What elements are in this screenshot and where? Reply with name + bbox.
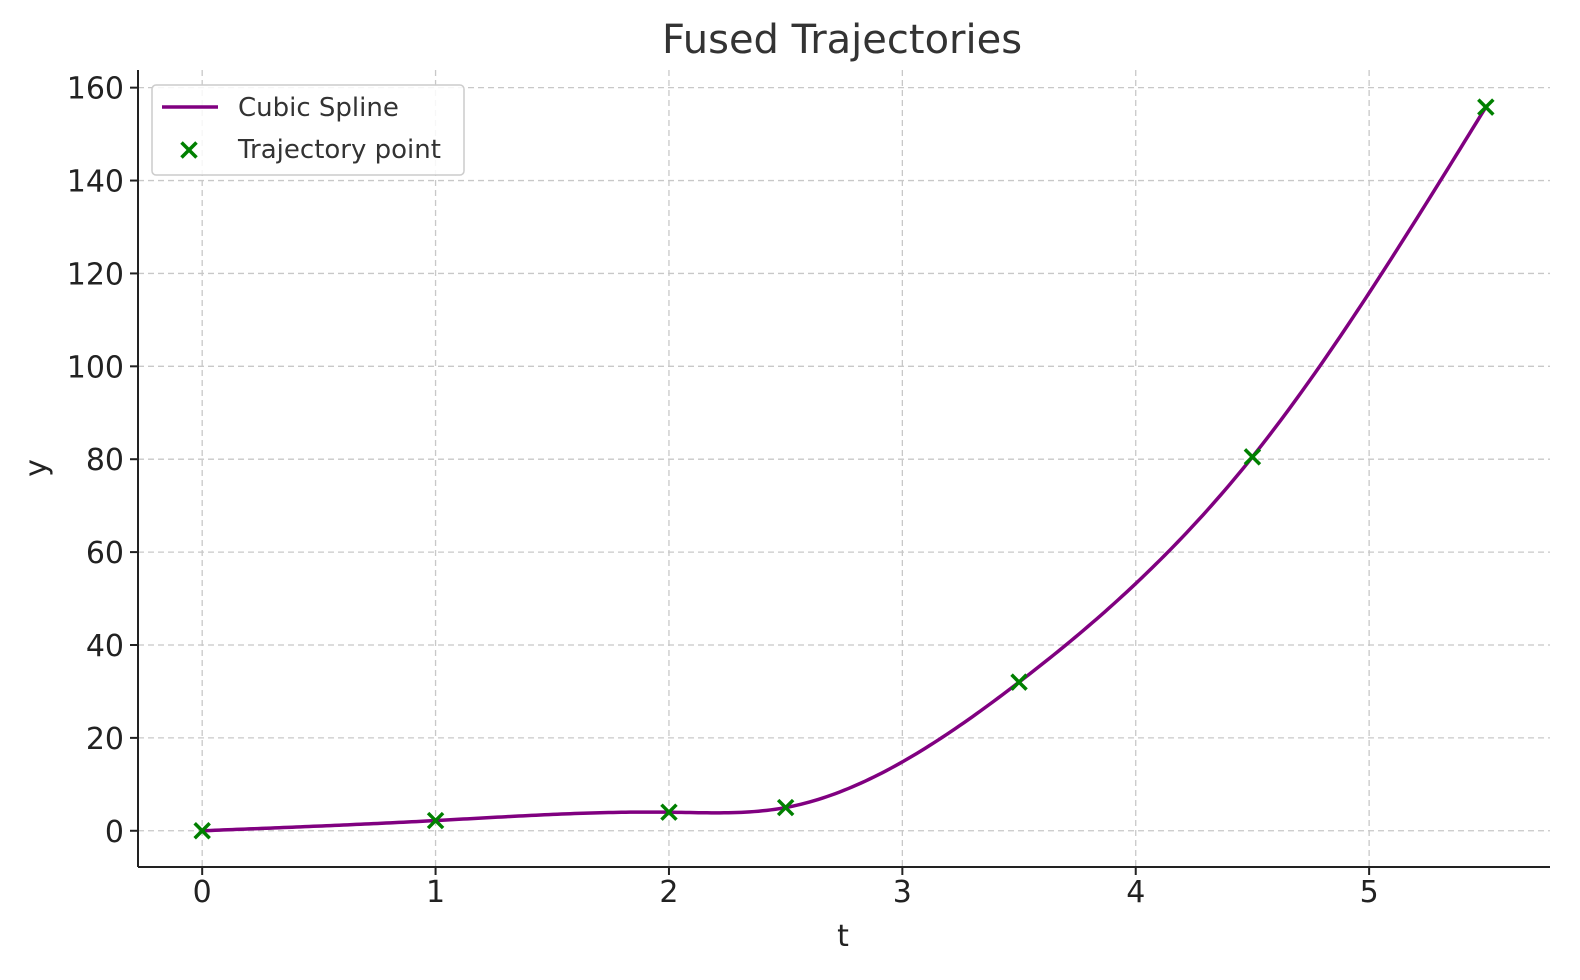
trajectory-point (660, 803, 678, 821)
legend-label-line: Cubic Spline (238, 93, 399, 123)
spline-line (202, 106, 1488, 833)
trajectory-point (426, 811, 445, 830)
x-tick-label: 2 (659, 875, 678, 910)
legend-box (151, 84, 465, 176)
ticks: 0 1 2 3 4 5 0 20 40 60 80 100 120 140 160 (67, 72, 1379, 910)
y-tick-label: 80 (86, 443, 124, 478)
x-tick-label: 1 (426, 875, 445, 910)
trajectory-point (193, 822, 211, 840)
legend-label-points: Trajectory point (237, 135, 441, 165)
grid (138, 70, 1550, 867)
trajectory-point (1243, 448, 1262, 466)
y-tick-label: 0 (105, 815, 124, 850)
y-tick-label: 140 (67, 165, 124, 200)
axes (137, 70, 1550, 868)
y-tick-label: 160 (67, 72, 124, 107)
trajectory-point (1477, 98, 1495, 116)
x-tick-label: 4 (1126, 875, 1145, 910)
legend-marker-swatch (180, 141, 198, 159)
x-tick-label: 0 (193, 875, 212, 910)
y-tick-label: 120 (67, 257, 124, 292)
y-tick-label: 20 (86, 722, 124, 757)
y-axis-label: y (19, 459, 54, 477)
x-tick-label: 5 (1360, 875, 1379, 910)
chart-title: Fused Trajectories (662, 17, 1022, 63)
y-tick-label: 40 (86, 629, 124, 664)
trajectory-point (1010, 673, 1028, 691)
y-tick-label: 60 (86, 536, 124, 571)
y-tick-label: 100 (67, 350, 124, 385)
legend: Cubic Spline Trajectory point (151, 84, 465, 176)
trajectory-point (776, 798, 795, 817)
x-tick-label: 3 (893, 875, 912, 910)
x-axis-label: t (837, 919, 849, 954)
plot-area (193, 98, 1495, 840)
